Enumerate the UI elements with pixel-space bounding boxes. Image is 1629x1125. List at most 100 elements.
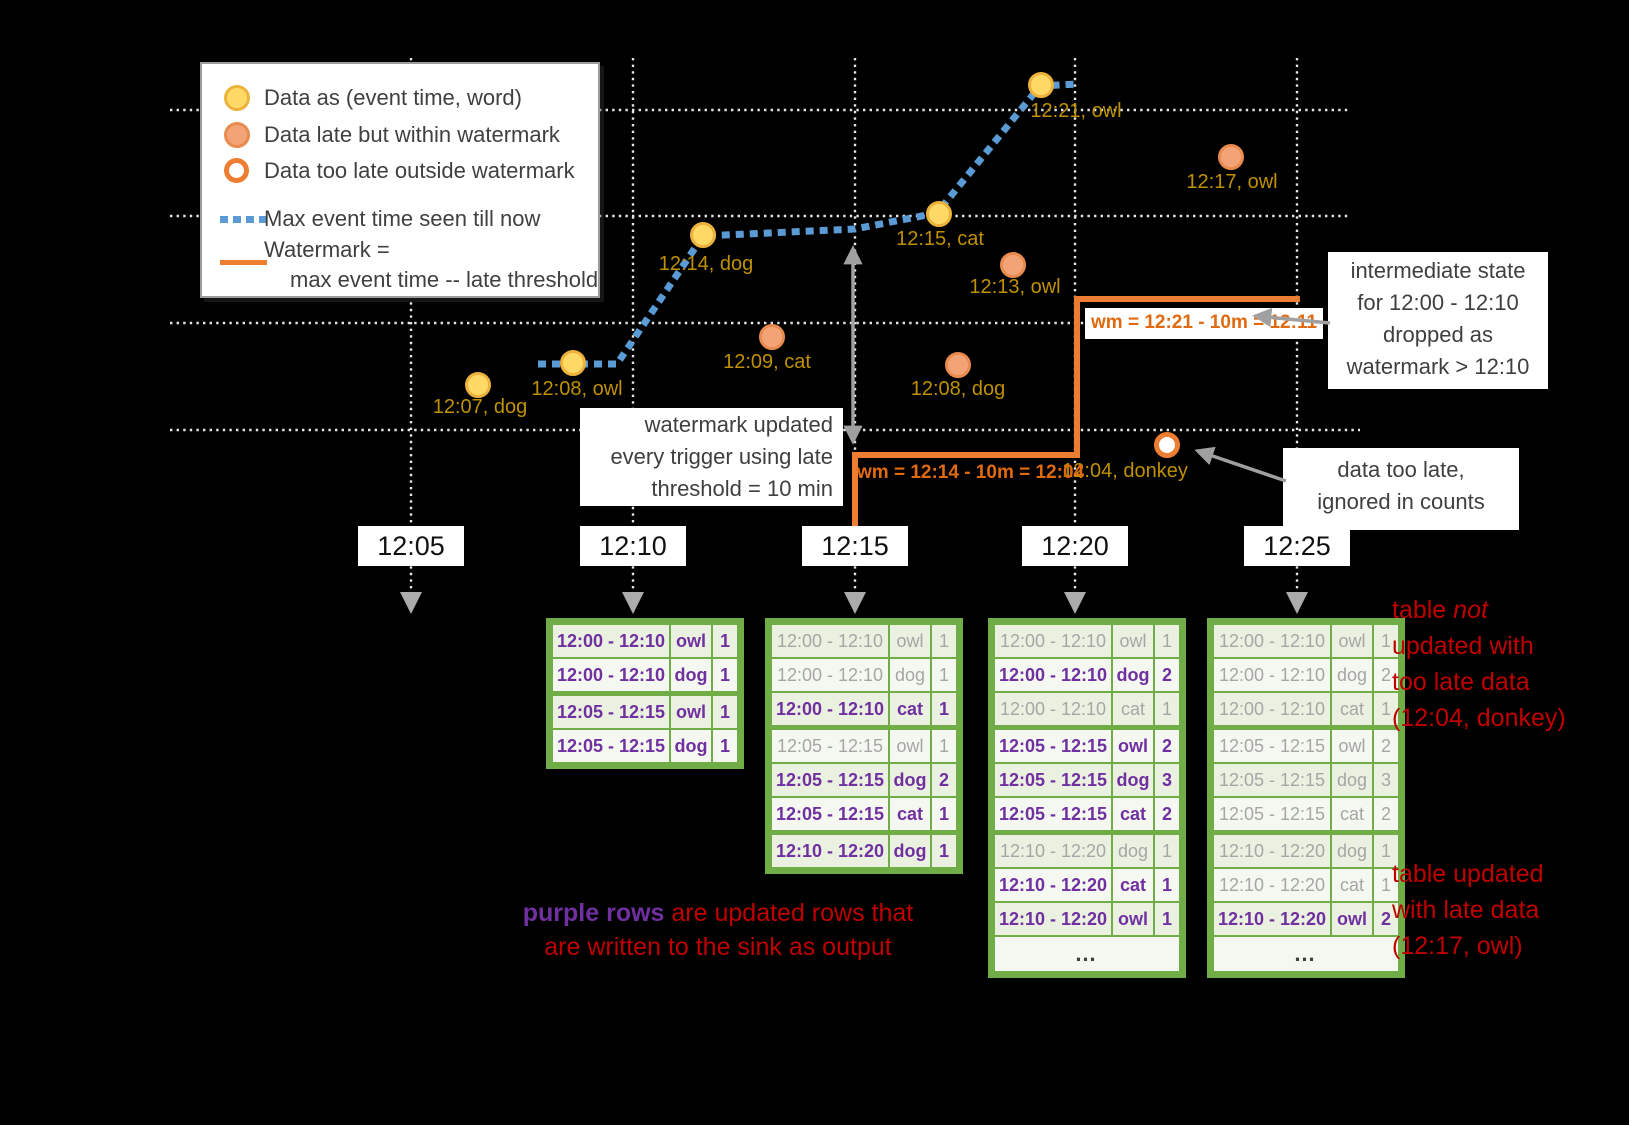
result-table-12-25: 12:00 - 12:10 owl 1 12:00 - 12:10 dog 2 12:00 …	[1207, 618, 1405, 978]
win-cell: 12:00 - 12:10	[770, 657, 890, 693]
data-point-label: 12:09, cat	[723, 351, 811, 373]
cnt-cell: 2	[930, 762, 958, 798]
table-row: 12:05 - 12:15 cat 2	[993, 796, 1181, 834]
note-line: updated with	[1392, 632, 1534, 660]
table-row: 12:05 - 12:15 dog 3	[1212, 762, 1400, 798]
table-row: 12:00 - 12:10 dog 1	[551, 657, 739, 695]
table-row: 12:05 - 12:15 owl 2	[1212, 725, 1400, 764]
note-purple-rows: purple rows are updated rows that are wr…	[418, 896, 1018, 964]
result-table-grid: 12:00 - 12:10 owl 1 12:00 - 12:10 dog 2 12:00 …	[993, 623, 1181, 973]
word-cell: cat	[888, 796, 932, 834]
table-row: 12:00 - 12:10 cat 1	[993, 691, 1181, 729]
table-row: 12:00 - 12:10 owl 1	[993, 623, 1181, 659]
callout-line: every trigger using late	[610, 444, 833, 469]
callout-line: for 12:00 - 12:10	[1357, 290, 1519, 315]
win-cell: 12:05 - 12:15	[993, 762, 1113, 798]
win-cell: 12:10 - 12:20	[1212, 830, 1332, 869]
data-point-label: 12:08, owl	[531, 378, 623, 400]
table-row: 12:00 - 12:10 dog 2	[1212, 657, 1400, 693]
too-late-callout: data too late, ignored in counts	[1283, 448, 1519, 530]
word-cell: cat	[1111, 796, 1155, 834]
more-row: …	[993, 935, 1181, 973]
win-cell: 12:00 - 12:10	[993, 657, 1113, 693]
result-table-12-10: 12:00 - 12:10 owl 1 12:00 - 12:10 dog 1 12:05 …	[546, 618, 744, 769]
word-cell: dog	[1330, 657, 1374, 693]
axis-tick-12-20: 12:20	[1022, 526, 1128, 566]
word-cell: owl	[1111, 725, 1155, 764]
win-cell: 12:10 - 12:20	[993, 901, 1113, 937]
table-row: 12:00 - 12:10 owl 1	[770, 623, 958, 659]
watermark-line-icon	[220, 260, 267, 265]
legend-label-toolate: Data too late outside watermark	[264, 158, 575, 183]
word-cell: dog	[1330, 762, 1374, 798]
max-event-time-line-icon	[220, 216, 267, 223]
cnt-cell: 1	[1372, 623, 1400, 659]
table-row: 12:05 - 12:15 owl 2	[993, 725, 1181, 764]
data-point-label: 12:13, owl	[969, 276, 1061, 298]
word-cell: dog	[1111, 762, 1155, 798]
callout-line: intermediate state	[1350, 258, 1526, 283]
word-cell: dog	[1111, 830, 1155, 869]
ellipsis-cell: …	[993, 935, 1181, 973]
win-cell: 12:05 - 12:15	[770, 762, 890, 798]
callout-line: watermark > 12:10	[1346, 354, 1530, 379]
ontime-dot-icon	[224, 85, 250, 111]
win-cell: 12:00 - 12:10	[1212, 657, 1332, 693]
word-cell: cat	[1330, 691, 1374, 729]
cnt-cell: 1	[711, 728, 739, 764]
cnt-cell: 1	[1372, 691, 1400, 729]
win-cell: 12:00 - 12:10	[770, 691, 890, 729]
win-cell: 12:05 - 12:15	[551, 728, 671, 764]
word-cell: dog	[888, 657, 932, 693]
note-line: table updated	[1392, 860, 1544, 888]
table-row: 12:05 - 12:15 cat 1	[770, 796, 958, 834]
table-row: 12:00 - 12:10 owl 1	[1212, 623, 1400, 659]
win-cell: 12:00 - 12:10	[551, 657, 671, 695]
table-row: 12:00 - 12:10 dog 1	[770, 657, 958, 693]
table-row: 12:10 - 12:20 dog 1	[1212, 830, 1400, 869]
cnt-cell: 2	[1372, 657, 1400, 693]
table-row: 12:10 - 12:20 dog 1	[993, 830, 1181, 869]
data-point-1217-owl	[1218, 144, 1244, 170]
legend-label-max-event: Max event time seen till now	[264, 206, 541, 231]
cnt-cell: 3	[1372, 762, 1400, 798]
intermediate-state-callout: intermediate state for 12:00 - 12:10 dro…	[1328, 252, 1548, 389]
win-cell: 12:10 - 12:20	[993, 867, 1113, 903]
watermark-formula-1: wm = 12:14 - 10m = 12:04	[857, 462, 1085, 483]
data-point-label: 12:07, dog	[432, 396, 528, 418]
callout-line: threshold = 10 min	[651, 476, 833, 501]
max-event-time-line	[538, 80, 1079, 368]
data-point-1214-dog	[690, 222, 716, 248]
result-table-12-20: 12:00 - 12:10 owl 1 12:00 - 12:10 dog 2 12:00 …	[988, 618, 1186, 978]
cnt-cell: 1	[711, 623, 739, 659]
note-line: (12:17, owl)	[1392, 932, 1523, 960]
axis-tick-12-15: 12:15	[802, 526, 908, 566]
callout-line: dropped as	[1382, 322, 1494, 347]
axis-tick-12-25: 12:25	[1244, 526, 1350, 566]
table-row: 12:00 - 12:10 dog 2	[993, 657, 1181, 693]
callout-line: ignored in counts	[1317, 489, 1485, 514]
cnt-cell: 1	[930, 691, 958, 729]
late-dot-icon	[224, 122, 250, 148]
callout-line: watermark updated	[644, 412, 833, 437]
table-row: 12:05 - 12:15 owl 1	[551, 691, 739, 730]
win-cell: 12:00 - 12:10	[993, 691, 1113, 729]
result-table-12-15: 12:00 - 12:10 owl 1 12:00 - 12:10 dog 1 12:00 …	[765, 618, 963, 874]
word-cell: owl	[1330, 725, 1374, 764]
cnt-cell: 2	[1372, 796, 1400, 834]
table-row: 12:00 - 12:10 owl 1	[551, 623, 739, 659]
cnt-cell: 1	[930, 623, 958, 659]
cnt-cell: 3	[1153, 762, 1181, 798]
word-cell: cat	[1330, 867, 1374, 903]
more-row: …	[1212, 935, 1400, 973]
word-cell: dog	[669, 728, 713, 764]
cnt-cell: 2	[1372, 725, 1400, 764]
word-cell: cat	[1111, 867, 1155, 903]
cnt-cell: 2	[1153, 725, 1181, 764]
win-cell: 12:05 - 12:15	[993, 796, 1113, 834]
note-not-updated: table not updated with too late data (12…	[1392, 592, 1566, 736]
cnt-cell: 1	[1153, 867, 1181, 903]
win-cell: 12:05 - 12:15	[1212, 725, 1332, 764]
cnt-cell: 1	[930, 657, 958, 693]
